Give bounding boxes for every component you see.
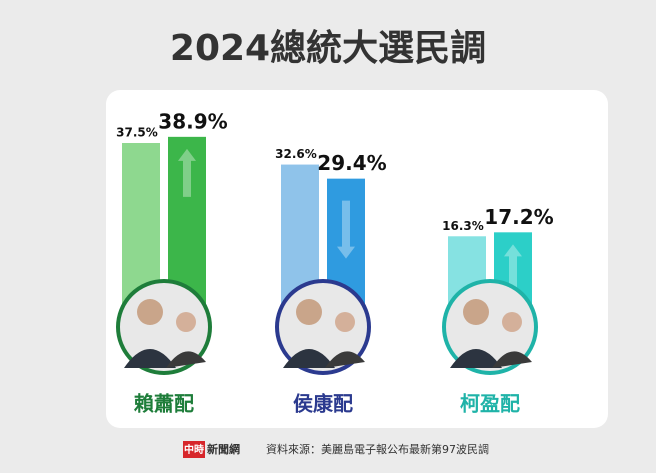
person-body [325, 351, 365, 368]
category-label: 柯盈配 [460, 392, 520, 416]
value-label: 37.5% [116, 126, 158, 140]
chart-title: 2024總統大選民調 [170, 28, 486, 69]
value-label: 17.2% [484, 205, 553, 229]
trend-arrow [337, 200, 355, 259]
value-label: 29.4% [317, 151, 386, 175]
person-body [124, 349, 176, 368]
category-label: 賴蕭配 [134, 392, 194, 416]
person-body [283, 349, 335, 368]
person-head [335, 312, 355, 332]
person-body [166, 351, 206, 368]
person-head [463, 299, 489, 325]
value-label: 38.9% [158, 109, 227, 133]
value-label: 16.3% [442, 219, 484, 233]
person-body [492, 351, 532, 368]
person-head [137, 299, 163, 325]
trend-arrow [178, 148, 196, 197]
source: 資料來源：美麗島電子報公布最新第97波民調 [266, 442, 489, 456]
logo-box [183, 441, 205, 458]
plot: 37.5% 38.9% 賴蕭配 32.6% 29.4% 侯康配 16.3% 17.2% 柯盈配 [116, 109, 554, 416]
trend-arrow [504, 244, 522, 293]
bar [168, 136, 206, 308]
value-label: 32.6% [275, 147, 317, 161]
logo-sub: 新聞網 [207, 442, 240, 456]
person-head [176, 312, 196, 332]
person-body [450, 349, 502, 368]
person-head [296, 299, 322, 325]
category-label: 侯康配 [293, 392, 353, 416]
person-head [502, 312, 522, 332]
logo-main: 中時 [184, 443, 204, 456]
